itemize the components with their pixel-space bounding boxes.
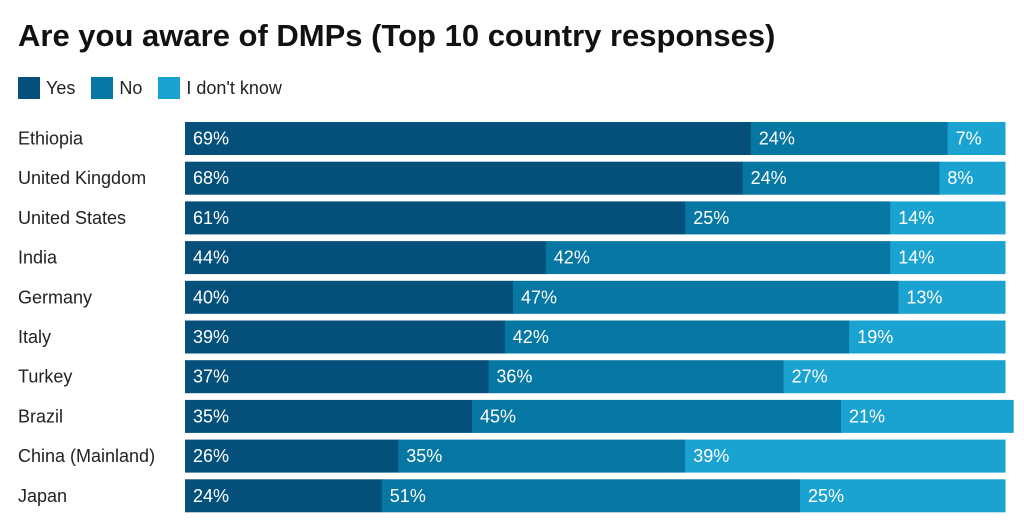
bar-segment-no [472, 399, 842, 433]
category-label: India [18, 248, 58, 268]
data-label: 35% [193, 406, 229, 426]
legend-swatch [91, 77, 114, 99]
legend-item-no: No [91, 77, 142, 99]
data-label: 14% [898, 248, 934, 268]
data-label: 39% [693, 446, 729, 466]
bar-segment-yes [185, 399, 473, 433]
data-label: 69% [193, 129, 229, 149]
data-label: 21% [849, 406, 885, 426]
bar-segment-no [750, 122, 949, 155]
bar-segment-no [504, 320, 850, 354]
bar-segment-no [488, 360, 785, 394]
data-label: 24% [193, 486, 229, 506]
data-label: 27% [792, 367, 828, 387]
data-label: 25% [808, 486, 844, 506]
category-label: Turkey [18, 367, 72, 387]
bar-segment-i-don-t-know [800, 479, 1006, 513]
category-label: Italy [18, 327, 51, 347]
bar-segment-no [685, 201, 891, 235]
category-label: Brazil [18, 406, 63, 426]
bar-segment-i-don-t-know [939, 161, 1006, 195]
bar-segment-i-don-t-know [890, 241, 1006, 275]
category-label: Germany [18, 287, 92, 307]
data-label: 42% [554, 248, 590, 268]
bar-segment-i-don-t-know [685, 439, 1006, 473]
bar-segment-yes [185, 280, 514, 314]
data-label: 47% [521, 287, 557, 307]
data-label: 51% [390, 486, 426, 506]
bar-segment-i-don-t-know [947, 122, 1006, 155]
data-label: 42% [513, 327, 549, 347]
legend-label: Yes [46, 77, 76, 98]
data-label: 8% [947, 168, 973, 188]
category-label: Ethiopia [18, 129, 84, 149]
bar-segment-yes [185, 360, 489, 394]
bar-segment-no [381, 479, 801, 513]
bar-segment-i-don-t-know [890, 201, 1006, 235]
bar-segment-no [545, 241, 891, 275]
bar-segment-yes [185, 479, 383, 513]
data-label: 7% [956, 129, 982, 149]
data-label: 45% [480, 406, 516, 426]
data-label: 40% [193, 287, 229, 307]
legend: Yes No I don't know [18, 77, 282, 99]
data-label: 44% [193, 248, 229, 268]
data-label: 25% [693, 208, 729, 228]
legend-swatch [158, 77, 181, 99]
chart-title: Are you aware of DMPs (Top 10 country re… [18, 18, 776, 53]
category-label: Japan [18, 486, 67, 506]
legend-label: No [119, 77, 143, 98]
data-label: 36% [496, 367, 532, 387]
bar-segment-i-don-t-know [898, 280, 1006, 314]
bar-segment-i-don-t-know [849, 320, 1006, 354]
legend-item-yes: Yes [18, 77, 75, 99]
bar-segment-yes [185, 439, 399, 473]
data-label: 26% [193, 446, 229, 466]
category-label: United Kingdom [18, 168, 146, 188]
data-label: 35% [406, 446, 442, 466]
data-label: 13% [906, 287, 942, 307]
bar-segment-no [742, 161, 940, 195]
legend-swatch [18, 77, 40, 99]
category-label: United States [18, 208, 126, 228]
data-label: 24% [759, 129, 795, 149]
data-label: 14% [898, 208, 934, 228]
data-label: 61% [193, 208, 229, 228]
bar-segment-no [398, 439, 686, 473]
data-label: 37% [193, 367, 229, 387]
legend-item-dont-know: I don't know [158, 77, 282, 99]
bar-segment-yes [185, 201, 686, 235]
data-label: 39% [193, 327, 229, 347]
bar-segment-i-don-t-know [841, 399, 1014, 433]
legend-label: I don't know [186, 77, 282, 98]
bar-segment-yes [185, 161, 744, 195]
data-label: 24% [751, 168, 787, 188]
data-label: 68% [193, 168, 229, 188]
category-label: China (Mainland) [18, 446, 155, 466]
bar-segment-i-don-t-know [783, 360, 1006, 394]
bar-segment-no [513, 280, 899, 314]
data-label: 19% [857, 327, 893, 347]
bar-segment-yes [185, 122, 752, 155]
bar-segment-yes [185, 241, 547, 275]
bar-segment-yes [185, 320, 506, 354]
